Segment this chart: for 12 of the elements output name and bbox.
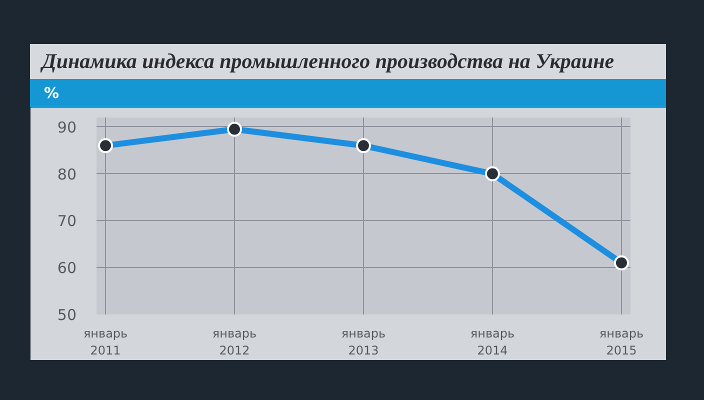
x-tick-label: январь 2015: [599, 326, 644, 358]
x-tick-label: январь 2012: [212, 326, 257, 358]
y-tick-label: 80: [57, 165, 77, 184]
x-tick-label: январь 2014: [470, 326, 515, 358]
y-tick-label: 90: [57, 118, 77, 136]
chart-title: Динамика индекса промышленного производства на Украине: [40, 48, 614, 75]
y-axis-title: %: [43, 83, 60, 104]
y-tick-label: 70: [57, 212, 77, 230]
y-tick-label: 50: [57, 306, 77, 324]
x-tick-label: январь 2013: [341, 326, 386, 358]
x-tick-label: январь 2011: [83, 326, 128, 358]
y-tick-label: 60: [57, 259, 77, 278]
